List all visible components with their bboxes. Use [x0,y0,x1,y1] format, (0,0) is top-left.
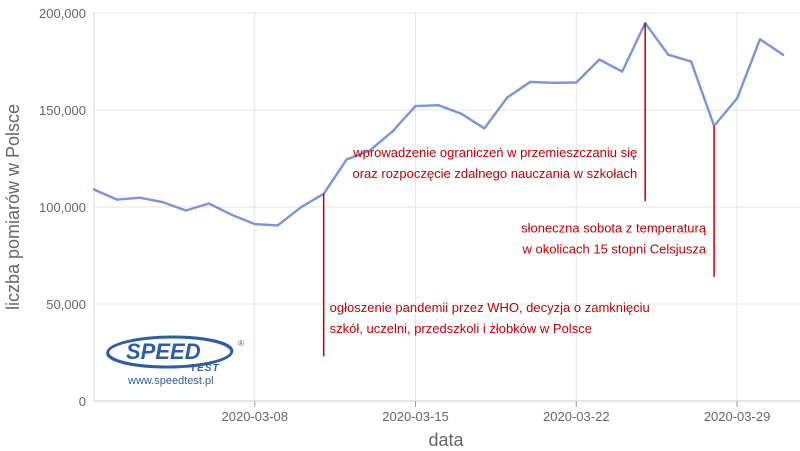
logo-brand: SPEED [126,339,201,364]
data-point [92,188,96,191]
data-point [689,60,693,63]
data-point [460,112,463,116]
data-point [368,149,371,152]
y-tick-label: 100,000 [39,200,86,215]
data-point [598,58,601,61]
axes: 0 50,000 100,000 150,000 200,000 2020-03-08 20… [39,6,800,424]
svg-text:®: ® [238,339,244,348]
data-point [161,200,165,204]
data-point [666,53,670,56]
data-point [207,202,211,205]
y-tick-label: 150,000 [39,103,86,118]
grid [94,12,800,402]
data-point [138,196,142,199]
data-point [552,81,555,85]
x-tick-label: 2020-03-22 [543,409,610,424]
y-tick-label: 200,000 [39,6,86,21]
data-point [575,81,578,84]
data-point [276,224,279,227]
data-point [437,103,440,107]
y-tick-label: 0 [79,394,86,409]
y-axis-label: liczba pomiarów w Polsce [3,104,23,310]
x-tick-label: 2020-03-15 [382,409,449,424]
data-point [115,198,119,201]
logo-subbrand: TEST [190,363,220,374]
data-point [391,130,394,133]
annotations: ogłoszenie pandemii przez WHO, decyzja o… [322,23,715,357]
x-axis-label: data [428,430,464,450]
data-point [735,97,739,100]
speedtest-logo: SPEED TEST ® [104,332,264,396]
data-point [621,70,624,73]
data-point [483,127,486,130]
data-point [184,209,188,212]
data-point [253,222,256,226]
data-point [414,104,417,108]
annotation-text-who-pandemic: ogłoszenie pandemii przez WHO, decyzja o… [330,300,650,315]
data-point [758,37,762,41]
annotation-text-sunny-saturday: słoneczna sobota z temperaturą [521,221,707,236]
annotation-text-sunny-saturday: w okolicach 15 stopni Celsjusza [522,242,707,257]
annotation-text-movement-restrictions: wprowadzenie ograniczeń w przemieszczani… [352,145,637,160]
x-tick-label: 2020-03-08 [222,409,289,424]
data-point [506,96,509,99]
speedtest-logo-mark: SPEED TEST ® [106,335,244,374]
annotation-text-movement-restrictions: oraz rozpoczęcie zdalnego nauczania w sz… [352,166,637,181]
data-point [781,53,785,56]
data-point [230,213,233,216]
data-point [529,80,532,84]
y-tick-label: 50,000 [46,297,86,312]
series-layer [92,21,785,227]
data-point [345,158,348,161]
data-point [299,206,302,209]
series-line [92,21,785,227]
annotation-text-who-pandemic: szkół, uczelni, przedszkoli i żłobków w … [330,321,592,336]
logo-url: www.speedtest.pl [128,375,214,387]
x-tick-label: 2020-03-29 [704,409,771,424]
